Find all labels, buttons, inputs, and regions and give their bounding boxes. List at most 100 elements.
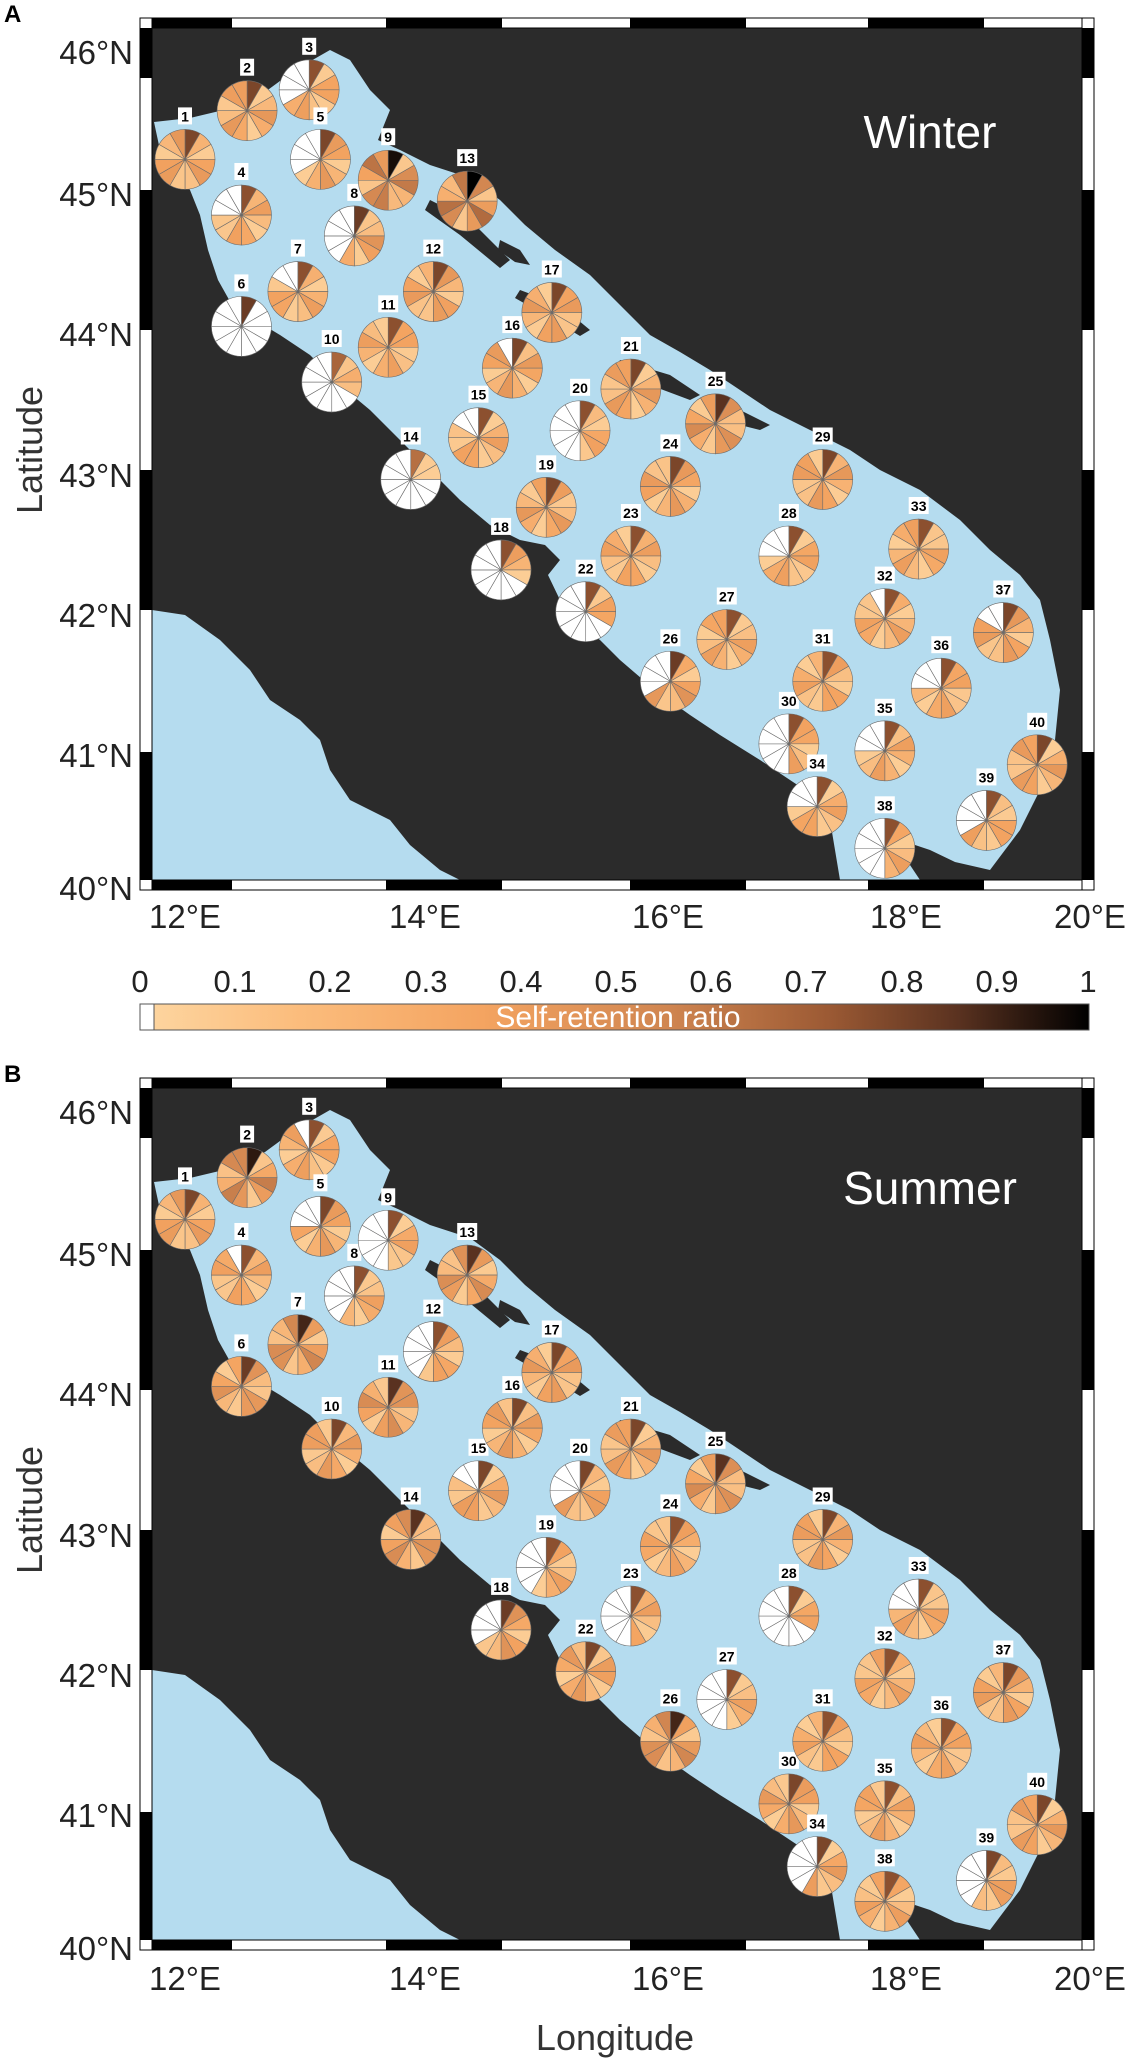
pie-wedge: [807, 449, 824, 481]
site-label-box: [457, 149, 478, 167]
panel-letter-a: A: [4, 1, 21, 28]
x-tick-label: 20°E: [1054, 898, 1126, 935]
x-tick-label: 12°E: [149, 1960, 221, 1997]
pie-site: 35: [854, 698, 916, 782]
site-label-box: [321, 330, 342, 347]
season-label-b: Summer: [843, 1162, 1017, 1214]
site-label-box: [716, 587, 737, 605]
pie-site: 1: [154, 1167, 216, 1250]
site-label-box: [778, 504, 799, 521]
pie-site: 8: [324, 183, 385, 267]
pie-wedge: [869, 720, 886, 752]
site-label-box: [290, 239, 305, 257]
site-label: 8: [350, 1245, 358, 1261]
colorbar-gradient: [153, 1003, 1090, 1031]
site-label: 33: [911, 498, 927, 514]
pie-wedge: [807, 1710, 824, 1743]
site-label: 2: [243, 60, 251, 76]
pie-site: 27: [696, 587, 758, 670]
pie-wedge: [316, 1418, 333, 1451]
frame-a: [139, 17, 1095, 891]
pie-wedge: [654, 456, 671, 488]
pie-site: 16: [482, 1376, 543, 1459]
site-label-box: [536, 1515, 557, 1533]
pie-wedge: [1021, 1794, 1038, 1826]
pie-site: 7: [267, 1292, 329, 1375]
pie-site: 26: [640, 1689, 701, 1772]
site-label: 7: [294, 1294, 302, 1310]
pie-wedge: [530, 1536, 547, 1569]
site-label-box: [302, 1097, 317, 1115]
site-label-box: [807, 754, 828, 772]
site-label: 13: [459, 1224, 475, 1240]
site-label-box: [620, 504, 641, 521]
pie-wedge: [305, 129, 321, 161]
y-tick-label: 40°N: [59, 870, 133, 907]
pie-wedge: [293, 59, 310, 91]
pie-site: 36: [910, 1696, 972, 1779]
pie-site: 14: [380, 427, 442, 510]
site-label-box: [347, 1243, 362, 1261]
pie-wedge: [971, 790, 987, 822]
site-label: 25: [708, 373, 724, 389]
pie-wedge: [564, 1460, 581, 1492]
site-label-box: [660, 629, 681, 647]
site-label-box: [660, 434, 681, 452]
pie-wedge: [564, 400, 581, 432]
colorbar-tick: 0.9: [975, 964, 1018, 999]
pie-site: 20: [549, 1438, 611, 1522]
pie-site: 19: [515, 455, 577, 538]
pie-wedge: [417, 1321, 434, 1353]
site-label: 28: [781, 1565, 797, 1581]
pie-site: 3: [278, 37, 340, 121]
pie-wedge: [395, 1509, 412, 1541]
site-label: 38: [877, 1850, 893, 1866]
pie-wedge: [700, 1453, 716, 1485]
pie-site: 31: [792, 1689, 854, 1772]
site-label-box: [1027, 1772, 1048, 1790]
pie-site: 15: [448, 1438, 509, 1522]
site-label: 20: [572, 1440, 588, 1456]
colorbar: 0 0.1 0.2 0.3 0.4 0.5 0.6 0.7 0.8 0.9 1 …: [131, 964, 1096, 1034]
x-tick-label: 14°E: [389, 898, 461, 935]
site-label: 5: [317, 108, 325, 124]
pie-site: 2: [216, 58, 278, 141]
site-label-box: [908, 497, 929, 514]
pie-wedge: [282, 1314, 299, 1346]
site-label-box: [874, 566, 895, 584]
site-label-box: [778, 1751, 799, 1769]
season-label-a: Winter: [864, 106, 997, 158]
site-label: 3: [305, 1099, 313, 1115]
site-label-box: [570, 378, 591, 396]
site-label: 4: [238, 164, 246, 180]
site-label-box: [302, 37, 317, 55]
site-label-box: [874, 1758, 895, 1776]
site-label: 14: [403, 1489, 419, 1505]
pie-site: 28: [758, 1564, 820, 1647]
pie-sites-b: 1234567891011121314151617181920212223242…: [154, 1097, 1068, 1932]
site-label-box: [660, 1689, 681, 1707]
pie-wedge: [711, 1669, 728, 1701]
site-label-box: [313, 107, 328, 125]
pie-site: 6: [211, 1334, 272, 1417]
site-label-box: [381, 128, 396, 146]
pie-wedge: [700, 393, 716, 425]
site-label-box: [321, 1397, 342, 1414]
site-label: 35: [877, 700, 893, 716]
site-label: 34: [809, 756, 825, 772]
site-label: 17: [544, 262, 560, 278]
site-label-box: [240, 1125, 255, 1143]
pie-site: 17: [521, 260, 583, 343]
site-label: 20: [572, 380, 588, 396]
site-label-box: [491, 517, 512, 535]
pie-wedge: [615, 525, 632, 558]
pie-site: 12: [403, 1299, 464, 1382]
pie-site: 4: [211, 163, 272, 246]
site-label: 22: [578, 1621, 594, 1637]
colorbar-tick: 1: [1079, 964, 1096, 999]
site-label: 39: [979, 769, 995, 785]
colorbar-tick: 0.1: [213, 964, 256, 999]
pie-wedge: [372, 316, 389, 349]
site-label: 39: [979, 1829, 995, 1845]
